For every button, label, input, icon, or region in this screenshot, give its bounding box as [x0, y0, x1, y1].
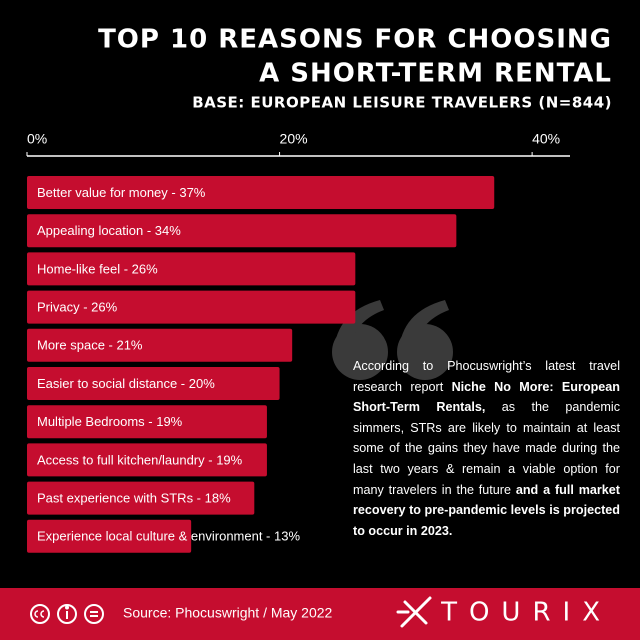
bar-label: Home-like feel - 26% [37, 261, 158, 276]
chart-subtitle: BASE: EUROPEAN LEISURE TRAVELERS (N=844) [192, 94, 612, 112]
x-tick-label: 0% [27, 131, 47, 147]
bar [27, 519, 192, 553]
bar-label: Multiple Bedrooms - 19% [37, 414, 183, 429]
bar [27, 214, 457, 248]
footer-band [0, 588, 640, 640]
bar-label: Privacy - 26% [37, 300, 118, 315]
brand-icon [396, 596, 432, 628]
bar [27, 176, 495, 209]
license-icons [30, 604, 104, 624]
bar-label: Better value for money - 37% [37, 185, 206, 200]
bar-label: Appealing location - 34% [37, 223, 181, 238]
bar-label: Past experience with STRs - 18% [37, 491, 231, 506]
quote-bold: and a full market recovery to pre-pandem… [353, 482, 620, 538]
source: Source: Phocuswright / May 2022 [123, 605, 333, 621]
bar-label: Access to full kitchen/laundry - 19% [37, 452, 243, 467]
bar [27, 405, 267, 439]
bar-label: Easier to social distance - 20% [37, 376, 215, 391]
bar [27, 443, 267, 477]
chart-title: TOP 10 REASONS FOR CHOOSING [98, 25, 612, 55]
bar [27, 328, 293, 362]
bar [27, 290, 356, 324]
quote-bold: Niche No More: European Short-Term Renta… [353, 379, 620, 415]
x-tick-label: 40% [532, 131, 560, 147]
bar [27, 252, 356, 286]
bar [27, 481, 255, 515]
brand: TOURIX [440, 598, 612, 628]
bar [27, 367, 280, 400]
quote-mark [332, 300, 453, 380]
quote-segment: as the pandemic simmers, STRs are likely… [353, 400, 620, 497]
quote-segment: According to Phocuswright’s latest trave… [353, 359, 620, 394]
x-tick-label: 20% [280, 131, 308, 147]
chart-title: A SHORT-TERM RENTAL [259, 59, 612, 89]
bar-label: Experience local culture & environment -… [37, 529, 300, 544]
bar-label: More space - 21% [37, 338, 143, 353]
quote-text: According to Phocuswright’s latest trave… [353, 356, 620, 541]
